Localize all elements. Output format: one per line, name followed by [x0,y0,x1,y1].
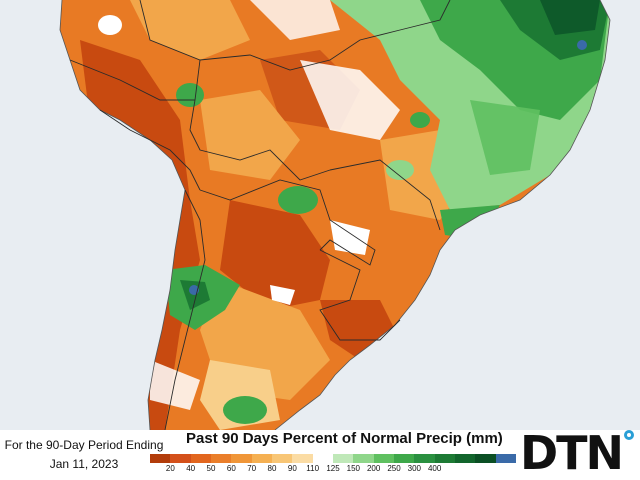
dtn-logo: DTN [520,426,640,480]
country-borders [69,0,451,430]
legend-tick-label: 110 [306,464,320,473]
legend-swatch [150,454,171,463]
coastline [59,0,611,430]
logo-dot-icon [624,430,634,440]
legend-swatch [190,454,211,463]
legend-tick-label: 60 [226,464,236,473]
legend-swatch [231,454,252,463]
period-line1: For the 90-Day Period Ending [4,438,164,452]
precipitation-map [0,0,611,430]
legend-swatch [475,454,496,463]
legend-tick-label: 250 [387,464,401,473]
legend-tick-label: 80 [267,464,277,473]
legend-swatch [251,454,272,463]
period-label: For the 90-Day Period Ending Jan 11, 202… [4,436,164,474]
legend-tick-label: 70 [247,464,257,473]
legend-tick-label: 20 [165,464,175,473]
legend-tick-label: 90 [287,464,297,473]
legend-swatch [393,454,415,463]
legend-swatch [332,454,354,463]
legend-swatch [292,454,313,463]
legend-tick-label: 150 [346,464,361,473]
legend-tick-label: 300 [407,464,422,473]
legend-color-bar [150,454,516,463]
legend-tick-label: 400 [427,464,442,473]
legend-swatch [454,454,476,463]
legend-tick-label: 200 [366,464,381,473]
legend-tick-label: 40 [186,464,196,473]
legend-swatch [414,454,435,463]
footer-bar: For the 90-Day Period Ending Jan 11, 202… [0,426,640,480]
legend-tick-label: 50 [206,464,216,473]
legend-swatch [271,454,293,463]
legend-swatch [353,454,374,463]
legend-swatch [170,454,191,463]
period-date: Jan 11, 2023 [49,457,119,471]
legend-swatch [373,454,394,463]
legend-tick-labels: 20 40 50 60 70 80 90 110 125 150 200 250 300 400 [150,464,516,476]
legend-swatch [495,454,516,463]
logo-text: DTN [520,426,624,480]
legend-swatch [434,454,455,463]
legend-swatch [210,454,232,463]
legend-tick-label: 125 [326,464,340,473]
legend-swatch [312,454,333,463]
legend-title: Past 90 Days Percent of Normal Precip (m… [186,430,503,447]
